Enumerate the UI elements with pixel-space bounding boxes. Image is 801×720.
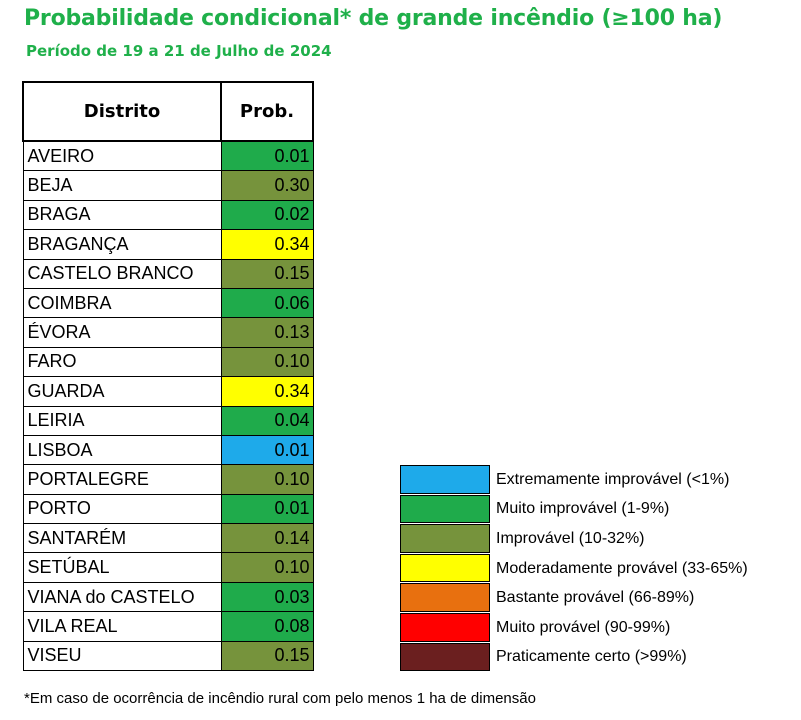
- legend-label: Moderadamente provável (33-65%): [496, 559, 748, 577]
- table-row: VILA REAL 0.08: [22, 611, 314, 642]
- legend-label: Muito improvável (1-9%): [496, 500, 670, 518]
- table-row: SANTARÉM 0.14: [22, 523, 314, 554]
- district-cell: VILA REAL: [22, 611, 222, 642]
- probability-cell: 0.10: [220, 464, 314, 495]
- table-row: LEIRIA 0.04: [22, 405, 314, 436]
- probability-cell: 0.10: [220, 346, 314, 378]
- column-header-prob: Prob.: [220, 81, 314, 142]
- probability-cell: 0.08: [220, 611, 314, 642]
- table-row: PORTALEGRE 0.10: [22, 464, 314, 495]
- probability-table: Distrito Prob. AVEIRO 0.01 BEJA 0.30 BRAGA 0.…: [22, 81, 314, 672]
- district-cell: GUARDA: [22, 376, 222, 407]
- legend: Extremamente improvável (<1%) Muito impro…: [400, 465, 748, 672]
- legend-swatch: [400, 465, 490, 494]
- legend-item: Improvável (10-32%): [400, 524, 748, 554]
- probability-cell: 0.01: [220, 493, 314, 525]
- legend-label: Praticamente certo (>99%): [496, 648, 687, 666]
- table-body: AVEIRO 0.01 BEJA 0.30 BRAGA 0.02 BRAGANÇA 0.34 C…: [22, 140, 314, 672]
- probability-cell: 0.04: [220, 405, 314, 436]
- legend-swatch: [400, 553, 490, 583]
- district-cell: VIANA do CASTELO: [22, 581, 222, 613]
- table-row: VIANA do CASTELO 0.03: [22, 581, 314, 613]
- legend-swatch: [400, 524, 490, 553]
- table-row: BEJA 0.30: [22, 170, 314, 201]
- legend-item: Praticamente certo (>99%): [400, 642, 748, 673]
- column-header-district: Distrito: [22, 81, 222, 142]
- district-cell: AVEIRO: [22, 140, 222, 172]
- table-row: VISEU 0.15: [22, 640, 314, 672]
- probability-cell: 0.02: [220, 199, 314, 231]
- legend-item: Extremamente improvável (<1%): [400, 465, 748, 495]
- probability-cell: 0.14: [220, 523, 314, 554]
- district-cell: SANTARÉM: [22, 523, 222, 554]
- legend-item: Muito improvável (1-9%): [400, 494, 748, 525]
- table-row: BRAGANÇA 0.34: [22, 229, 314, 260]
- table-row: GUARDA 0.34: [22, 376, 314, 407]
- legend-label: Muito provável (90-99%): [496, 618, 671, 636]
- probability-cell: 0.13: [220, 317, 314, 348]
- table-row: CASTELO BRANCO 0.15: [22, 258, 314, 289]
- legend-label: Extremamente improvável (<1%): [496, 470, 730, 488]
- legend-item: Moderadamente provável (33-65%): [400, 553, 748, 584]
- district-cell: CASTELO BRANCO: [22, 258, 222, 289]
- probability-cell: 0.30: [220, 170, 314, 201]
- table-row: ÉVORA 0.13: [22, 317, 314, 348]
- probability-cell: 0.15: [220, 640, 314, 672]
- district-cell: VISEU: [22, 640, 222, 672]
- table-row: COIMBRA 0.06: [22, 287, 314, 319]
- district-cell: ÉVORA: [22, 317, 222, 348]
- probability-cell: 0.34: [220, 376, 314, 407]
- legend-swatch: [400, 494, 490, 524]
- table-row: BRAGA 0.02: [22, 199, 314, 231]
- district-cell: COIMBRA: [22, 287, 222, 319]
- legend-item: Bastante provável (66-89%): [400, 583, 748, 613]
- district-cell: BEJA: [22, 170, 222, 201]
- page-title: Probabilidade condicional* de grande inc…: [24, 6, 723, 31]
- probability-cell: 0.34: [220, 229, 314, 260]
- table-row: LISBOA 0.01: [22, 434, 314, 466]
- district-cell: SETÚBAL: [22, 552, 222, 583]
- probability-cell: 0.03: [220, 581, 314, 613]
- legend-item: Muito provável (90-99%): [400, 612, 748, 643]
- probability-cell: 0.10: [220, 552, 314, 583]
- table-row: PORTO 0.01: [22, 493, 314, 525]
- table-row: AVEIRO 0.01: [22, 140, 314, 172]
- district-cell: BRAGANÇA: [22, 229, 222, 260]
- legend-swatch: [400, 612, 490, 642]
- district-cell: FARO: [22, 346, 222, 378]
- district-cell: BRAGA: [22, 199, 222, 231]
- legend-swatch: [400, 642, 490, 672]
- legend-label: Improvável (10-32%): [496, 529, 645, 547]
- probability-cell: 0.01: [220, 140, 314, 172]
- table-row: SETÚBAL 0.10: [22, 552, 314, 583]
- table-row: FARO 0.10: [22, 346, 314, 378]
- district-cell: PORTO: [22, 493, 222, 525]
- legend-swatch: [400, 583, 490, 612]
- page-subtitle: Período de 19 a 21 de Julho de 2024: [26, 42, 332, 60]
- footnote: *Em caso de ocorrência de incêndio rural…: [24, 690, 536, 707]
- district-cell: LEIRIA: [22, 405, 222, 436]
- legend-label: Bastante provável (66-89%): [496, 589, 695, 607]
- district-cell: LISBOA: [22, 434, 222, 466]
- table-header-row: Distrito Prob.: [22, 81, 314, 142]
- probability-cell: 0.01: [220, 434, 314, 466]
- probability-cell: 0.06: [220, 287, 314, 319]
- probability-cell: 0.15: [220, 258, 314, 289]
- district-cell: PORTALEGRE: [22, 464, 222, 495]
